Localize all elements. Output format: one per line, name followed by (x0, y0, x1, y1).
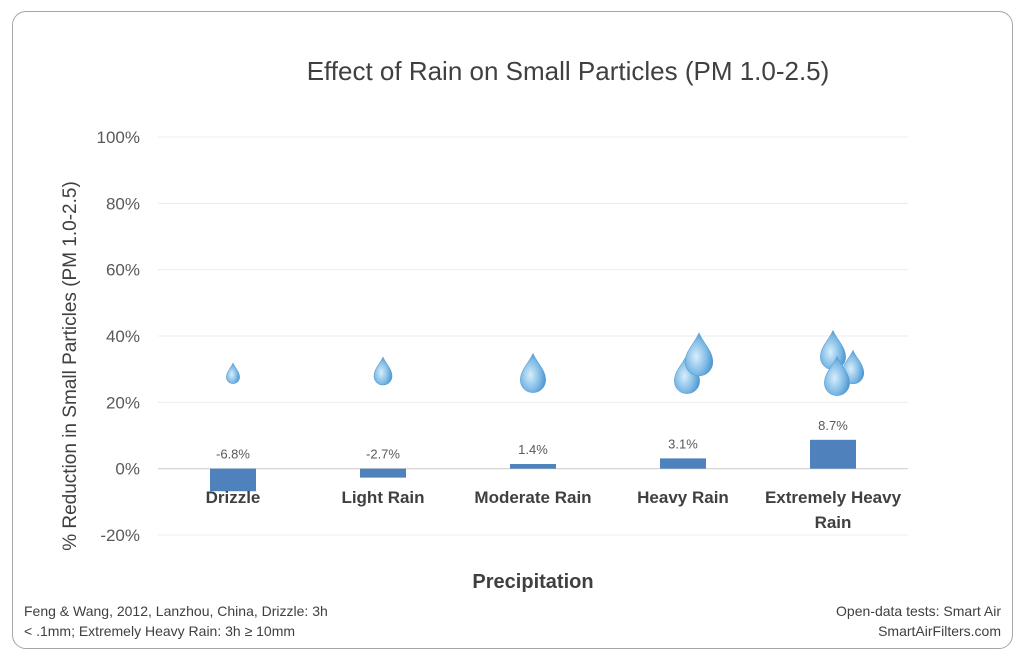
bar-light-rain (360, 468, 406, 478)
category-label: Heavy Rain (637, 488, 729, 507)
source-note-line2: < .1mm; Extremely Heavy Rain: 3h ≥ 10mm (24, 623, 295, 639)
raindrop-icon (684, 332, 714, 377)
raindrop-icons (226, 329, 865, 396)
data-label: 8.7% (818, 418, 848, 433)
bar-moderate-rain (510, 464, 556, 469)
y-axis-label: % Reduction in Small Particles (PM 1.0-2… (60, 181, 81, 551)
data-label: 1.4% (518, 442, 548, 457)
category-labels: Drizzle Light Rain Moderate Rain Heavy Rain… (206, 488, 902, 532)
grid-lines (158, 136, 908, 536)
bar-extremely-heavy-rain (810, 439, 856, 469)
x-axis-label: Precipitation (472, 571, 593, 593)
y-tick-label: 0% (115, 460, 140, 479)
y-tick-label: 40% (106, 327, 140, 346)
raindrop-icon (373, 356, 393, 386)
source-note-line1: Feng & Wang, 2012, Lanzhou, China, Drizz… (24, 603, 328, 619)
credit-line1: Open-data tests: Smart Air (836, 603, 1001, 619)
category-label: Extremely Heavy Rain (765, 488, 902, 532)
chart-frame (12, 11, 1013, 649)
data-labels: -6.8% -2.7% 1.4% 3.1% 8.7% (216, 418, 848, 462)
category-label: Drizzle (206, 488, 261, 507)
y-tick-label: 20% (106, 393, 140, 412)
y-tick-label: 80% (106, 194, 140, 213)
y-tick-label: 100% (97, 128, 140, 147)
bars (210, 439, 856, 492)
data-label: -6.8% (216, 447, 250, 462)
category-label: Light Rain (341, 488, 424, 507)
chart-title: Effect of Rain on Small Particles (PM 1.… (307, 56, 830, 86)
y-tick-label: -20% (100, 526, 140, 545)
raindrop-icon (824, 355, 850, 396)
category-label: Moderate Rain (474, 488, 591, 507)
bar-drizzle (210, 468, 256, 492)
data-label: 3.1% (668, 436, 698, 451)
credit-line2: SmartAirFilters.com (878, 623, 1001, 639)
y-axis-ticks: -20% 0% 20% 40% 60% 80% 100% (97, 128, 140, 545)
raindrop-icon (226, 362, 240, 384)
y-tick-label: 60% (106, 261, 140, 280)
bar-heavy-rain (660, 458, 706, 469)
raindrop-icon (520, 352, 546, 393)
data-label: -2.7% (366, 447, 400, 462)
